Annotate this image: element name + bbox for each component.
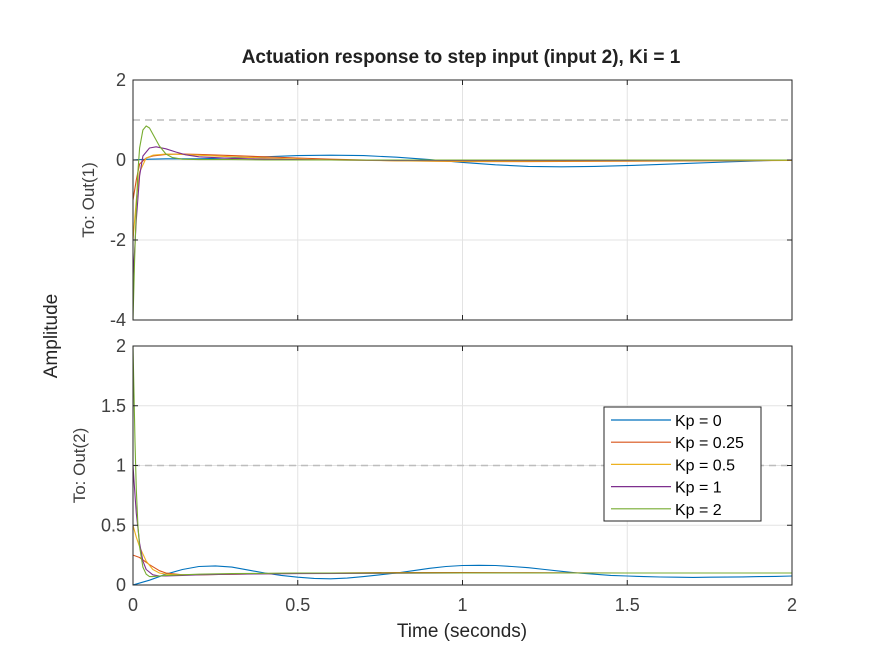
- subplot-1: -4 -2 0 2 To: Out(1): [79, 70, 793, 330]
- y-tick-label: 1.5: [101, 396, 126, 416]
- y-tick-label: 0: [116, 150, 126, 170]
- x-axis-title: Time (seconds): [397, 621, 527, 642]
- series-line-kp-0-5: [133, 153, 792, 241]
- x-tick-label: 1.5: [615, 595, 640, 615]
- x-tick-label: 2: [787, 595, 797, 615]
- x-tick-label: 1: [457, 595, 467, 615]
- legend-entry: Kp = 1: [675, 480, 722, 497]
- y-tick-label: -2: [110, 230, 126, 250]
- legend-entry: Kp = 0: [675, 413, 722, 430]
- subplot-y-label: To: Out(1): [79, 162, 98, 238]
- legend-entry: Kp = 0.25: [675, 435, 744, 452]
- y-tick-label: 1: [116, 456, 126, 476]
- y-tick-label: 0.5: [101, 515, 126, 535]
- legend-entry: Kp = 0.5: [675, 457, 735, 474]
- chart-title: Actuation response to step input (input …: [242, 47, 681, 68]
- y-tick-label: -4: [110, 310, 126, 330]
- x-tick-label: 0: [128, 595, 138, 615]
- y-axis-title: Amplitude: [41, 294, 62, 379]
- subplot-y-label: To: Out(2): [70, 428, 89, 504]
- legend: Kp = 0 Kp = 0.25 Kp = 0.5 Kp = 1 Kp = 2: [603, 406, 762, 522]
- x-tick-label: 0.5: [285, 595, 310, 615]
- legend-entry: Kp = 2: [675, 502, 722, 519]
- y-tick-label: 2: [116, 70, 126, 90]
- series-line-kp-2: [133, 125, 792, 320]
- subplots: -4 -2 0 2 To: Out(1) 0 0.5 1 1.5 2 0 0.5 1 1.5 2 To: Ou…: [70, 70, 797, 615]
- subplot-2: 0 0.5 1 1.5 2 0 0.5 1 1.5 2 To: Out(2): [70, 336, 797, 615]
- y-tick-label: 0: [116, 575, 126, 595]
- series-line-kp-2: [133, 346, 792, 578]
- y-tick-label: 2: [116, 336, 126, 356]
- series-line-kp-0: [133, 564, 792, 585]
- series-group: [133, 346, 792, 585]
- series-group: [133, 125, 792, 320]
